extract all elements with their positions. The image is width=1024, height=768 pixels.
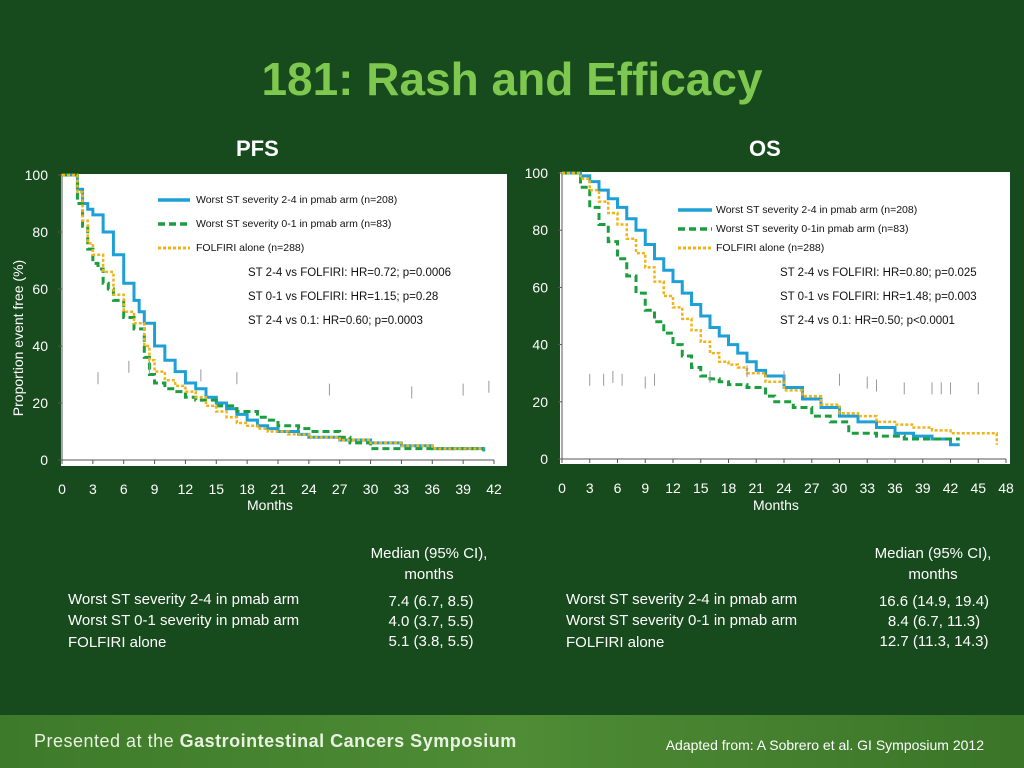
- x-tick-label: 39: [915, 480, 931, 496]
- x-tick-label: 18: [239, 481, 255, 497]
- os-row-value: 16.6 (14.9, 19.4): [878, 593, 990, 610]
- hr-annotation: ST 2-4 vs FOLFIRI: HR=0.80; p=0.025: [780, 267, 977, 279]
- x-tick-label: 27: [804, 480, 820, 496]
- legend-label: Worst ST severity 0-1in pmab arm (n=83): [716, 223, 908, 235]
- x-tick-label: 15: [693, 480, 709, 496]
- footer-source: Adapted from: A Sobrero et al. GI Sympos…: [665, 737, 984, 753]
- x-tick-label: 39: [455, 481, 471, 497]
- x-tick-label: 42: [486, 481, 502, 497]
- x-tick-label: 12: [178, 481, 194, 497]
- legend-label: FOLFIRI alone (n=288): [716, 242, 824, 254]
- y-tick-label: 40: [532, 337, 548, 353]
- y-tick-label: 100: [525, 165, 549, 181]
- legend-label: FOLFIRI alone (n=288): [196, 242, 304, 254]
- footer-prefix: Presented at the: [34, 731, 175, 751]
- pfs-row-label: Worst ST 0-1 severity in pmab arm: [68, 612, 300, 629]
- legend-label: Worst ST severity 2-4 in pmab arm (n=208…: [196, 194, 397, 206]
- x-tick-label: 24: [301, 481, 317, 497]
- os-row-value: 8.4 (6.7, 11.3): [887, 613, 981, 630]
- x-tick-label: 27: [332, 481, 348, 497]
- x-tick-label: 21: [270, 481, 286, 497]
- os-row-label: Worst ST severity 2-4 in pmab arm: [566, 591, 798, 608]
- os-x-axis-title: Months: [753, 497, 799, 513]
- x-tick-label: 48: [998, 480, 1014, 496]
- x-tick-label: 12: [665, 480, 681, 496]
- series-line-folfiri: [562, 171, 998, 445]
- legend-label: Worst ST severity 0-1 in pmab arm (n=83): [196, 218, 391, 230]
- y-tick-label: 20: [532, 394, 548, 410]
- series-line-pmab_0_1: [562, 171, 960, 441]
- x-tick-label: 30: [363, 481, 379, 497]
- hr-annotation: ST 2-4 vs FOLFIRI: HR=0.72; p=0.0006: [248, 267, 451, 279]
- legend-label: Worst ST severity 2-4 in pmab arm (n=208…: [716, 204, 917, 216]
- x-tick-label: 6: [120, 481, 128, 497]
- x-tick-label: 9: [641, 480, 649, 496]
- x-tick-label: 9: [151, 481, 159, 497]
- series-line-pmab_2_4: [562, 171, 960, 447]
- x-tick-label: 3: [89, 481, 97, 497]
- x-tick-label: 18: [721, 480, 737, 496]
- os-median-header: Median (95% CI), months: [874, 545, 992, 583]
- x-tick-label: 24: [776, 480, 792, 496]
- y-tick-label: 0: [540, 451, 548, 467]
- slide-title: 181: Rash and Efficacy: [261, 53, 763, 105]
- hr-annotation: ST 0-1 vs FOLFIRI: HR=1.48; p=0.003: [780, 291, 977, 303]
- pfs-row-label: FOLFIRI alone: [68, 634, 167, 651]
- x-tick-label: 33: [859, 480, 875, 496]
- y-tick-label: 20: [32, 395, 48, 411]
- footer-event: Gastrointestinal Cancers Symposium: [179, 731, 517, 751]
- y-tick-label: 100: [25, 167, 49, 183]
- pfs-row-value: 7.4 (6.7, 8.5): [388, 593, 474, 610]
- y-tick-label: 0: [40, 452, 48, 468]
- footer-bar: Presented at the Gastrointestinal Cancer…: [0, 715, 1024, 768]
- os-row-label: Worst ST severity 0-1 in pmab arm: [566, 612, 798, 629]
- os-row-label: FOLFIRI alone: [566, 634, 665, 651]
- pfs-row-value: 4.0 (3.7, 5.5): [388, 613, 474, 630]
- hr-annotation: ST 0-1 vs FOLFIRI: HR=1.15; p=0.28: [248, 291, 438, 303]
- x-tick-label: 6: [614, 480, 622, 496]
- series-line-pmab_0_1: [62, 173, 484, 451]
- y-tick-label: 60: [32, 281, 48, 297]
- x-tick-label: 36: [887, 480, 903, 496]
- x-tick-label: 0: [558, 480, 566, 496]
- y-tick-label: 80: [532, 222, 548, 238]
- hr-annotation: ST 2-4 vs 0.1: HR=0.60; p=0.0003: [248, 315, 423, 327]
- pfs-panel-title: PFS: [236, 136, 279, 161]
- series-line-folfiri: [62, 173, 484, 450]
- x-tick-label: 21: [748, 480, 764, 496]
- footer-presented: Presented at the Gastrointestinal Cancer…: [34, 731, 517, 752]
- x-tick-label: 3: [586, 480, 594, 496]
- hr-annotation: ST 2-4 vs 0.1: HR=0.50; p<0.0001: [780, 315, 955, 327]
- x-tick-label: 30: [832, 480, 848, 496]
- pfs-median-header: Median (95% CI), months: [370, 545, 488, 583]
- pfs-x-axis-title: Months: [247, 497, 293, 513]
- y-tick-label: 80: [32, 224, 48, 240]
- y-tick-label: 40: [32, 338, 48, 354]
- os-row-value: 12.7 (11.3, 14.3): [879, 633, 989, 650]
- x-tick-label: 15: [208, 481, 224, 497]
- pfs-row-value: 5.1 (3.8, 5.5): [388, 633, 474, 650]
- plot-area: [61, 174, 507, 466]
- x-tick-label: 36: [424, 481, 440, 497]
- pfs-row-label: Worst ST severity 2-4 in pmab arm: [68, 591, 300, 608]
- y-tick-label: 60: [532, 279, 548, 295]
- os-panel-title: OS: [749, 136, 781, 161]
- x-tick-label: 45: [970, 480, 986, 496]
- x-tick-label: 0: [58, 481, 66, 497]
- x-tick-label: 42: [943, 480, 959, 496]
- x-tick-label: 33: [394, 481, 410, 497]
